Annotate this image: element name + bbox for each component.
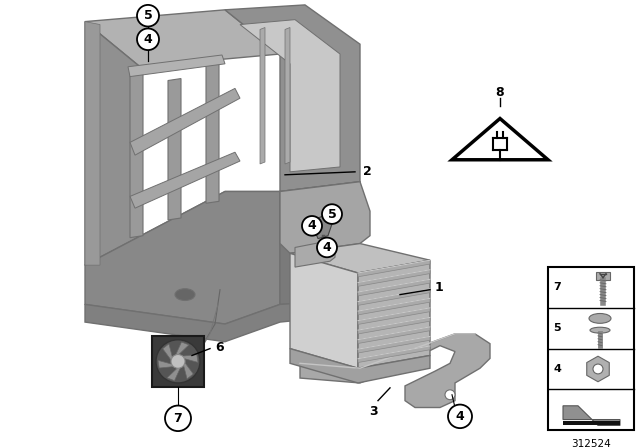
Polygon shape (130, 152, 240, 208)
Polygon shape (358, 327, 430, 344)
Polygon shape (130, 88, 240, 155)
Text: 8: 8 (496, 86, 504, 99)
Bar (596, 272, 610, 280)
Polygon shape (168, 78, 181, 220)
Polygon shape (358, 308, 430, 324)
Polygon shape (452, 119, 548, 160)
Text: 7: 7 (173, 412, 182, 425)
Bar (152, 336, 204, 387)
Polygon shape (85, 191, 280, 265)
Text: 312524: 312524 (571, 439, 611, 448)
Polygon shape (128, 55, 225, 77)
Text: 3: 3 (369, 405, 378, 418)
Circle shape (156, 340, 200, 383)
Polygon shape (85, 300, 360, 342)
Text: 4: 4 (308, 220, 316, 233)
Polygon shape (358, 279, 430, 296)
Text: 6: 6 (215, 341, 223, 354)
Polygon shape (130, 69, 143, 237)
Polygon shape (358, 336, 430, 353)
Polygon shape (240, 20, 340, 172)
Polygon shape (181, 355, 198, 362)
Polygon shape (290, 244, 430, 273)
Circle shape (137, 29, 159, 50)
Polygon shape (563, 406, 620, 426)
Polygon shape (167, 366, 181, 381)
Text: 2: 2 (363, 165, 372, 178)
Bar (563, 421, 620, 426)
Polygon shape (285, 27, 290, 164)
Text: 5: 5 (553, 323, 561, 333)
Text: 4: 4 (456, 410, 465, 423)
Circle shape (448, 405, 472, 428)
Polygon shape (290, 254, 358, 368)
Polygon shape (280, 181, 360, 304)
Polygon shape (358, 317, 430, 334)
Polygon shape (260, 27, 265, 164)
Text: 5: 5 (143, 9, 152, 22)
Circle shape (593, 364, 603, 374)
Circle shape (322, 204, 342, 224)
Circle shape (165, 405, 191, 431)
Polygon shape (358, 260, 430, 368)
Ellipse shape (590, 327, 610, 333)
Polygon shape (295, 241, 335, 267)
Polygon shape (225, 5, 360, 191)
Bar (548, 267, 634, 430)
Text: 5: 5 (328, 207, 337, 220)
Polygon shape (358, 260, 430, 277)
Polygon shape (358, 289, 430, 306)
Polygon shape (300, 334, 490, 408)
Circle shape (302, 216, 322, 236)
Text: 7: 7 (553, 283, 561, 293)
Text: 4: 4 (143, 33, 152, 46)
Polygon shape (290, 349, 430, 383)
Circle shape (171, 354, 185, 368)
Polygon shape (358, 298, 430, 315)
Circle shape (445, 390, 455, 400)
Text: 1: 1 (435, 281, 444, 294)
Text: 4: 4 (553, 364, 561, 374)
Polygon shape (85, 191, 280, 324)
Polygon shape (314, 214, 332, 239)
Ellipse shape (589, 314, 611, 323)
Polygon shape (158, 360, 175, 368)
Polygon shape (175, 342, 189, 356)
Polygon shape (358, 270, 430, 286)
Polygon shape (280, 181, 370, 254)
Polygon shape (358, 346, 430, 362)
Polygon shape (85, 22, 140, 265)
Circle shape (137, 5, 159, 26)
Polygon shape (183, 362, 193, 379)
Polygon shape (206, 57, 219, 203)
Ellipse shape (175, 289, 195, 301)
Text: 4: 4 (323, 241, 332, 254)
Circle shape (317, 237, 337, 257)
Polygon shape (85, 10, 280, 67)
Polygon shape (85, 22, 100, 265)
Polygon shape (163, 344, 173, 362)
